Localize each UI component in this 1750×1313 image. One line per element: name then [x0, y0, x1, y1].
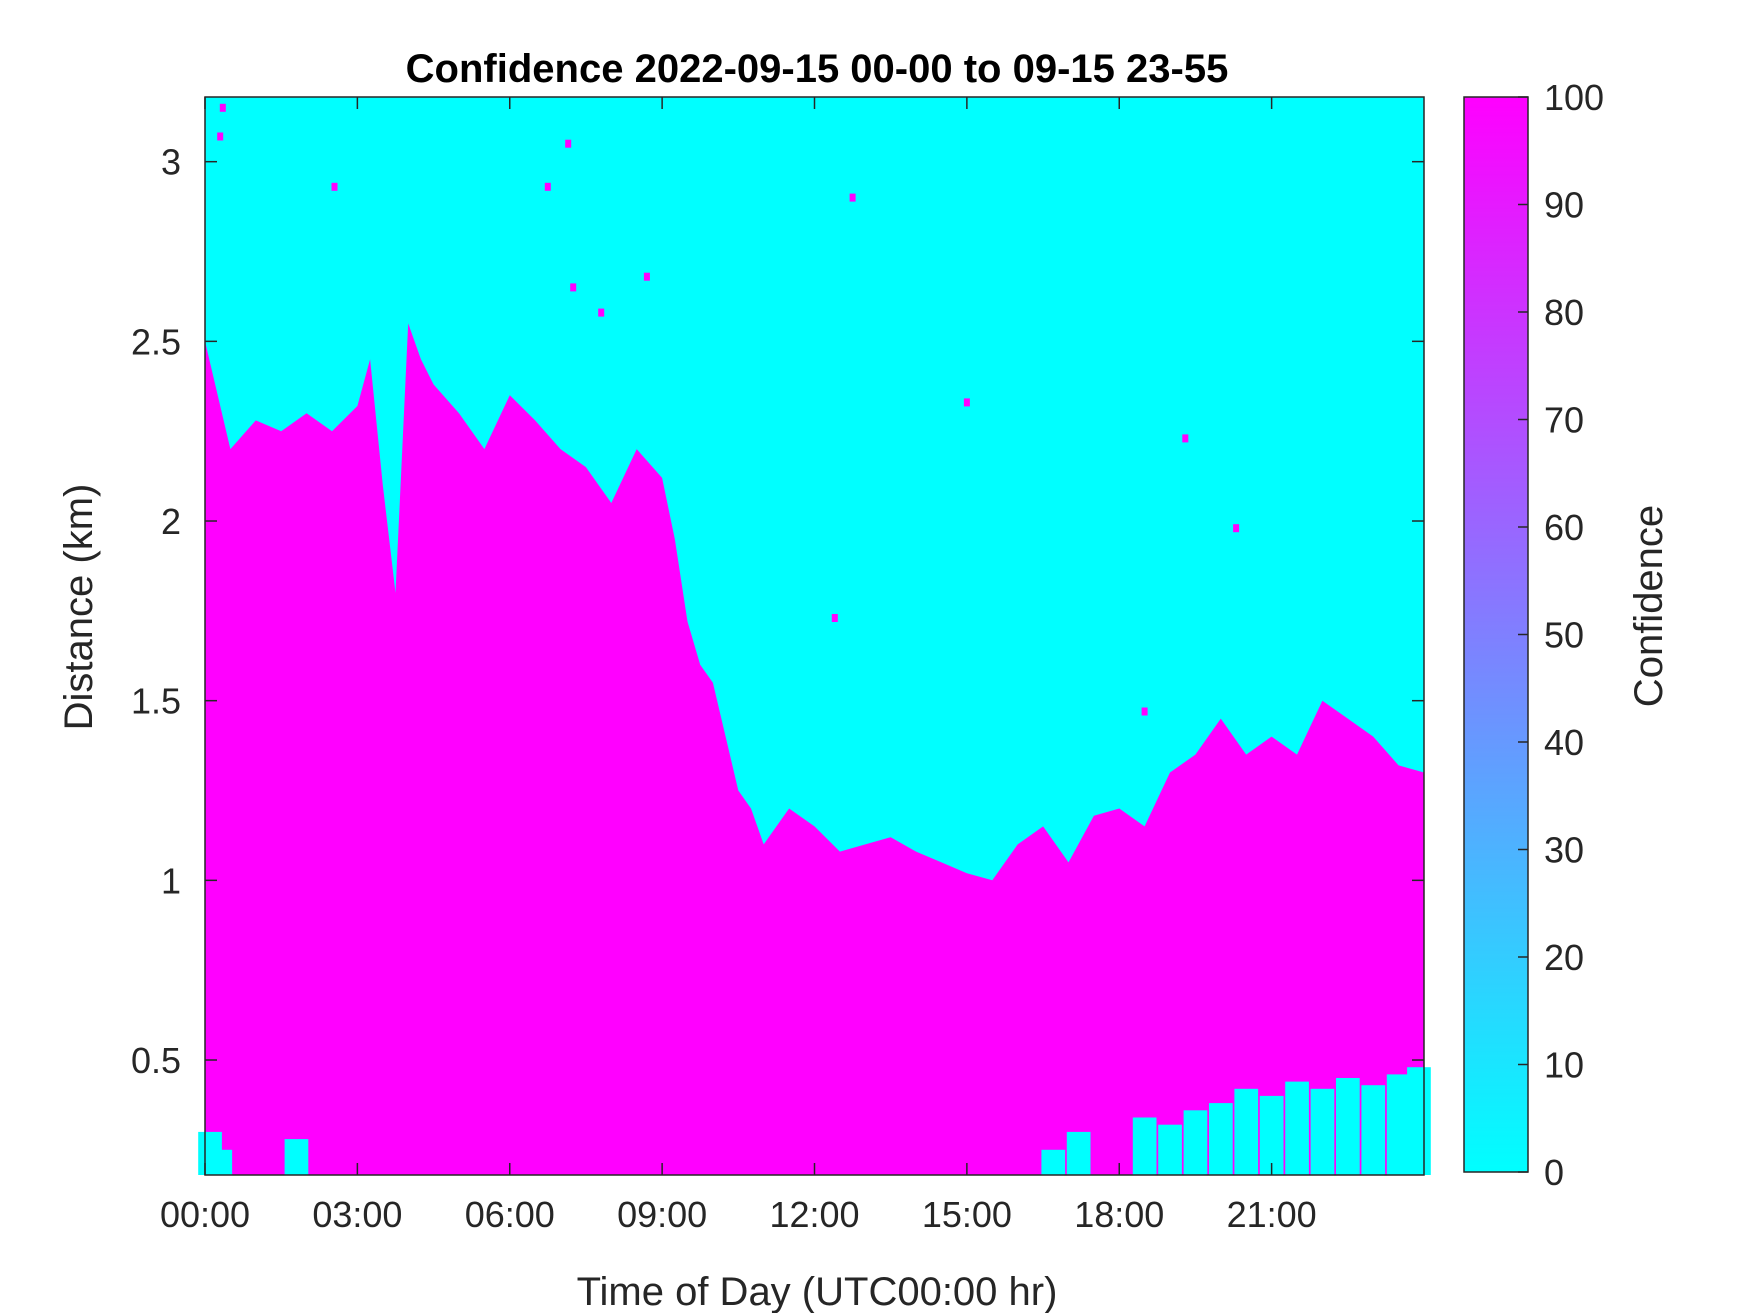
y-tick-label: 2.5 — [131, 321, 181, 362]
low-confidence-patch — [1158, 1124, 1182, 1175]
low-confidence-patch — [1183, 1110, 1208, 1175]
low-confidence-patch — [1336, 1078, 1360, 1175]
y-tick-label: 2 — [161, 501, 181, 542]
low-confidence-patch — [284, 1139, 309, 1175]
isolated-high-confidence-point — [849, 193, 856, 202]
heatmap-plot-area — [198, 96, 1431, 1176]
x-axis-label: Time of Day (UTC00:00 hr) — [577, 1270, 1058, 1313]
isolated-high-confidence-point — [544, 182, 551, 191]
colorbar-label: Confidence — [1627, 505, 1671, 707]
isolated-high-confidence-point — [565, 139, 572, 148]
x-tick-label: 03:00 — [312, 1194, 402, 1235]
x-tick-label: 12:00 — [769, 1194, 859, 1235]
isolated-high-confidence-point — [963, 398, 970, 407]
colorbar-scale — [1463, 96, 1529, 1173]
x-tick-label: 18:00 — [1074, 1194, 1164, 1235]
x-axis: 00:00 03:00 06:00 09:00 12:00 15:00 18:00 21:00 — [160, 97, 1317, 1235]
x-tick-label: 15:00 — [922, 1194, 1012, 1235]
colorbar-tick-label: 50 — [1544, 615, 1584, 656]
colorbar-tick-label: 40 — [1544, 722, 1584, 763]
isolated-high-confidence-point — [331, 182, 338, 191]
isolated-high-confidence-point — [217, 132, 224, 141]
high-confidence-region — [205, 323, 1424, 1175]
isolated-high-confidence-point — [643, 272, 650, 281]
chart-title: Confidence 2022-09-15 00-00 to 09-15 23-… — [406, 47, 1229, 91]
colorbar-tick-label: 90 — [1544, 185, 1584, 226]
colorbar-tick-label: 60 — [1544, 507, 1584, 548]
y-axis-label: Distance (km) — [57, 484, 101, 731]
low-confidence-patch — [1361, 1085, 1386, 1175]
low-confidence-patch — [1285, 1081, 1309, 1175]
y-tick-label: 1.5 — [131, 681, 181, 722]
colorbar-tick-label: 0 — [1544, 1152, 1564, 1193]
isolated-high-confidence-point — [219, 103, 226, 112]
isolated-high-confidence-point — [831, 614, 838, 622]
colorbar-tick-label: 20 — [1544, 937, 1584, 978]
colorbar-tick-label: 10 — [1544, 1045, 1584, 1086]
colorbar-tick-label: 70 — [1544, 400, 1584, 441]
low-confidence-patch — [208, 1149, 233, 1175]
low-confidence-patch — [1066, 1131, 1091, 1175]
low-confidence-patch — [1310, 1088, 1335, 1175]
colorbar-tick-label: 100 — [1544, 77, 1604, 118]
y-tick-label: 0.5 — [131, 1040, 181, 1081]
isolated-high-confidence-point — [1233, 524, 1240, 533]
isolated-high-confidence-point — [570, 283, 577, 292]
y-tick-label: 1 — [161, 860, 181, 901]
colorbar-tick-label: 80 — [1544, 292, 1584, 333]
isolated-high-confidence-point — [1182, 434, 1189, 443]
low-confidence-patch — [1209, 1103, 1233, 1175]
x-tick-label: 06:00 — [465, 1194, 555, 1235]
low-confidence-patch — [1386, 1074, 1411, 1175]
low-confidence-patch — [1259, 1095, 1284, 1175]
colorbar: 0 10 20 30 40 50 60 70 80 90 100 — [1463, 77, 1604, 1193]
colorbar-tick-label: 30 — [1544, 830, 1584, 871]
low-confidence-patch — [1234, 1088, 1259, 1175]
isolated-high-confidence-point — [598, 308, 605, 317]
isolated-high-confidence-point — [1141, 707, 1148, 716]
low-confidence-patch — [1407, 1067, 1431, 1175]
x-tick-label: 00:00 — [160, 1194, 250, 1235]
x-tick-label: 21:00 — [1227, 1194, 1317, 1235]
low-confidence-patch — [1132, 1117, 1157, 1175]
x-tick-label: 09:00 — [617, 1194, 707, 1235]
low-confidence-patch — [1041, 1149, 1066, 1175]
y-axis: 0.5 1 1.5 2 2.5 3 — [131, 142, 1424, 1081]
y-tick-label: 3 — [161, 142, 181, 183]
